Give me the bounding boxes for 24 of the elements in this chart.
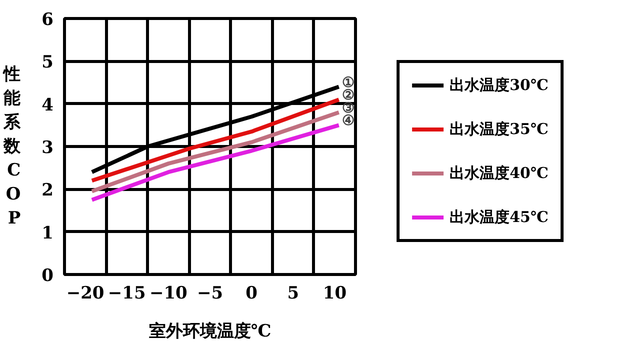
y-tick-label: 4 xyxy=(42,95,54,116)
x-tick-label: 10 xyxy=(322,284,347,304)
legend-label: 出水温度45℃ xyxy=(450,208,548,226)
x-tick-label: −15 xyxy=(108,284,146,304)
line-series xyxy=(90,110,341,194)
x-tick-label: −5 xyxy=(196,284,224,304)
x-tick-label: 5 xyxy=(287,284,300,304)
legend-label: 出水温度35℃ xyxy=(450,120,548,138)
y-tick-label: 2 xyxy=(42,180,54,201)
x-tick-label: 0 xyxy=(246,284,258,304)
x-tick-label: −20 xyxy=(66,284,104,304)
legend-label: 出水温度30℃ xyxy=(450,76,548,94)
y-tick-label: 6 xyxy=(42,10,54,30)
x-axis-title: 室外环境温度℃ xyxy=(148,322,272,342)
y-tick-label: 3 xyxy=(42,138,54,158)
legend-label: 出水温度40℃ xyxy=(450,164,548,182)
line-series xyxy=(90,98,341,183)
y-tick-label: 5 xyxy=(42,52,54,73)
line-series xyxy=(90,123,341,202)
annotation: ④ xyxy=(342,113,355,130)
y-tick-label: 0 xyxy=(42,266,54,286)
y-axis-title: 性能系数COP xyxy=(2,64,22,228)
y-tick-label: 1 xyxy=(42,223,54,244)
x-tick-label: −10 xyxy=(149,284,188,304)
